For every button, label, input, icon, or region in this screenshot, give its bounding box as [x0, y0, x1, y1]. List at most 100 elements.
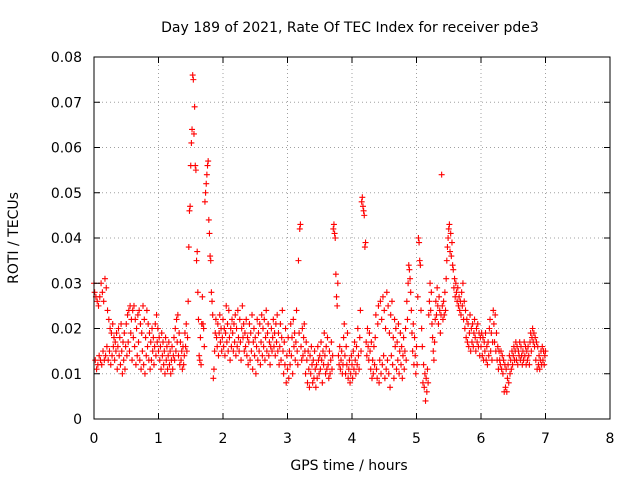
data-point — [341, 320, 348, 327]
data-point — [125, 339, 132, 346]
data-point — [105, 357, 112, 364]
data-point — [122, 343, 129, 350]
data-point — [386, 330, 393, 337]
data-point — [398, 343, 405, 350]
data-point — [138, 366, 145, 373]
data-point — [290, 343, 297, 350]
data-point — [343, 361, 350, 368]
data-point — [398, 361, 405, 368]
data-point — [124, 311, 131, 318]
data-point — [190, 130, 197, 137]
data-point — [183, 320, 190, 327]
data-point — [387, 311, 394, 318]
data-point — [401, 366, 408, 373]
data-point — [198, 361, 205, 368]
data-point — [432, 316, 439, 323]
data-point — [372, 334, 379, 341]
data-point — [147, 339, 154, 346]
data-point — [238, 357, 245, 364]
data-point — [99, 289, 106, 296]
data-point — [294, 361, 301, 368]
data-point — [114, 343, 121, 350]
data-point — [361, 244, 368, 251]
data-point — [298, 343, 305, 350]
data-point — [373, 366, 380, 373]
data-point — [273, 339, 280, 346]
data-point — [425, 379, 432, 386]
data-point — [169, 343, 176, 350]
data-point — [430, 348, 437, 355]
data-point — [129, 357, 136, 364]
data-point — [493, 330, 500, 337]
data-point — [209, 311, 216, 318]
data-point — [252, 370, 259, 377]
data-point — [116, 352, 123, 359]
x-tick-label: 4 — [348, 431, 357, 447]
data-point — [483, 343, 490, 350]
data-point — [337, 366, 344, 373]
data-point — [206, 230, 213, 237]
data-point — [101, 275, 108, 282]
data-point — [108, 330, 115, 337]
data-point — [369, 357, 376, 364]
y-tick-label: 0.06 — [51, 141, 82, 157]
data-point — [246, 320, 253, 327]
data-point — [368, 339, 375, 346]
data-point — [408, 330, 415, 337]
data-point — [295, 257, 302, 264]
data-point — [196, 352, 203, 359]
data-point — [459, 280, 466, 287]
data-point — [301, 320, 308, 327]
data-point — [419, 379, 426, 386]
data-point — [289, 370, 296, 377]
data-point — [256, 348, 263, 355]
data-point — [100, 298, 107, 305]
x-tick-label: 1 — [154, 431, 163, 447]
data-point — [394, 357, 401, 364]
data-point — [279, 348, 286, 355]
data-point — [171, 357, 178, 364]
data-point — [401, 348, 408, 355]
data-point — [279, 307, 286, 314]
data-point — [405, 262, 412, 269]
data-point — [432, 298, 439, 305]
data-point — [239, 302, 246, 309]
data-point — [274, 311, 281, 318]
data-point — [379, 293, 386, 300]
data-point — [269, 348, 276, 355]
data-point — [126, 348, 133, 355]
data-point — [329, 352, 336, 359]
data-point — [208, 289, 215, 296]
data-point — [149, 348, 156, 355]
data-point — [180, 361, 187, 368]
data-point — [184, 334, 191, 341]
data-point — [405, 280, 412, 287]
data-point — [143, 307, 150, 314]
data-point — [316, 352, 323, 359]
y-tick-label: 0.04 — [51, 231, 82, 247]
data-point — [341, 352, 348, 359]
data-point — [374, 375, 381, 382]
data-point — [194, 289, 201, 296]
data-point — [358, 348, 365, 355]
data-point — [307, 370, 314, 377]
data-point — [536, 352, 543, 359]
data-point — [255, 330, 262, 337]
data-point — [288, 352, 295, 359]
data-point — [424, 366, 431, 373]
data-point — [106, 348, 113, 355]
data-point — [491, 339, 498, 346]
data-point — [407, 289, 414, 296]
data-point — [210, 375, 217, 382]
data-point — [135, 339, 142, 346]
data-point — [383, 366, 390, 373]
data-point — [449, 262, 456, 269]
data-point — [190, 76, 197, 83]
data-point — [294, 348, 301, 355]
data-point — [189, 126, 196, 133]
data-point — [219, 334, 226, 341]
data-point — [300, 334, 307, 341]
data-point — [163, 343, 170, 350]
data-point — [129, 307, 136, 314]
data-point — [338, 348, 345, 355]
